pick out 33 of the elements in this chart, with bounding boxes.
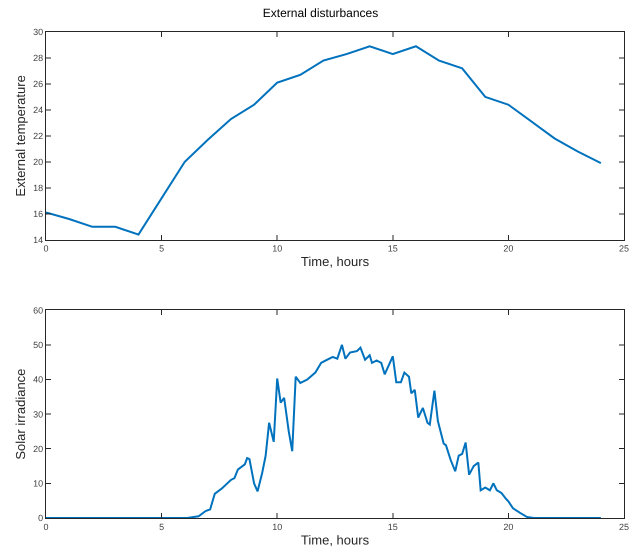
y-tick-label: 30 xyxy=(33,409,44,420)
y-tick-label: 40 xyxy=(33,374,44,385)
x-tick-label: 25 xyxy=(618,522,630,532)
x-tick-label: 20 xyxy=(503,244,514,254)
x-tick-label: 15 xyxy=(388,522,398,532)
y-tick-label: 30 xyxy=(33,27,44,38)
y-tick-label: 14 xyxy=(33,234,44,245)
line-series xyxy=(46,45,602,236)
x-tick-label: 20 xyxy=(503,522,514,532)
x-tick-label: 10 xyxy=(272,244,282,254)
y-tick-label: 60 xyxy=(33,305,44,316)
y-tick-label: 18 xyxy=(33,182,44,193)
y-tick-label: 22 xyxy=(33,131,44,142)
chart-title: External disturbances xyxy=(262,6,378,20)
line-series xyxy=(46,344,602,518)
x-tick-label: 15 xyxy=(388,244,398,254)
y-tick-label: 50 xyxy=(33,340,44,350)
x-tick-label: 5 xyxy=(159,244,164,254)
y-tick-label: 10 xyxy=(33,478,44,489)
y-axis-title: Solar irradiance xyxy=(13,368,28,460)
y-tick-label: 26 xyxy=(33,79,44,90)
y-tick-label: 28 xyxy=(33,53,44,64)
x-tick-label: 5 xyxy=(159,522,164,532)
y-tick-label: 0 xyxy=(38,513,44,524)
x-tick-label: 25 xyxy=(618,244,630,254)
x-axis-title: Time, hours xyxy=(300,532,370,548)
y-tick-label: 16 xyxy=(33,208,44,219)
x-axis-title: Time, hours xyxy=(300,254,370,270)
y-axis-title: External temperature xyxy=(13,75,28,197)
y-tick-label: 24 xyxy=(33,105,44,116)
y-tick-label: 20 xyxy=(33,157,44,167)
x-tick-label: 10 xyxy=(272,522,282,532)
y-tick-label: 20 xyxy=(33,444,44,454)
